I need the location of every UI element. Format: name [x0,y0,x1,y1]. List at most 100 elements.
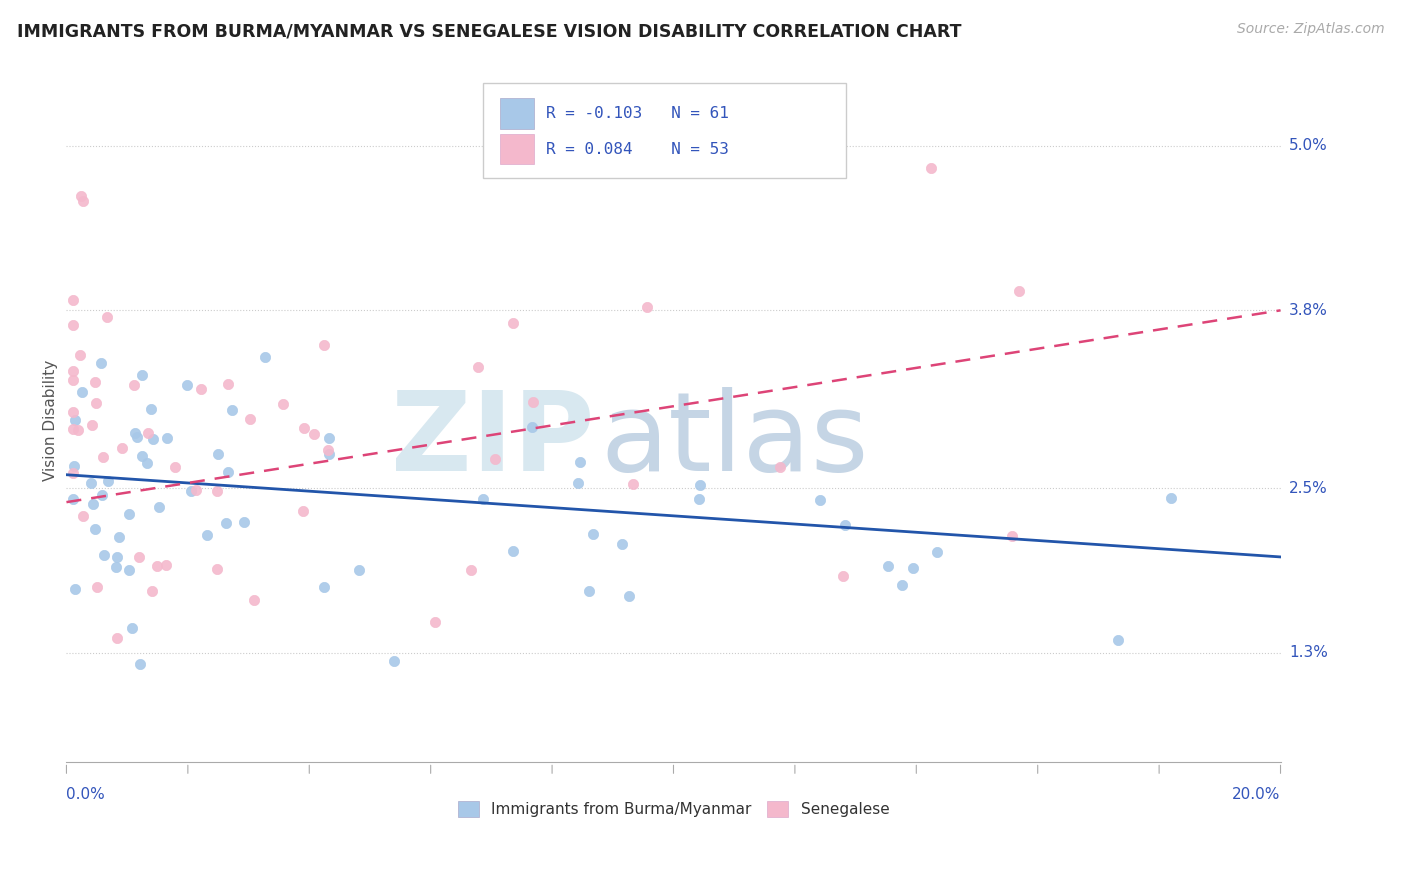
Point [832,569,855,583]
Point [97,474,120,488]
Point [205,561,228,575]
Point [176,377,198,392]
Point [90,488,112,502]
Text: 3.8%: 3.8% [1289,303,1327,318]
Point [292,503,315,517]
Point [254,350,277,364]
Point [63,582,86,597]
Point [62,373,84,387]
Point [131,449,153,463]
Point [72,508,94,523]
Point [70,384,93,399]
Text: 0.0%: 0.0% [66,788,105,803]
Point [186,483,208,498]
Text: 2.5%: 2.5% [1289,481,1327,496]
Point [93,548,115,562]
Point [292,420,315,434]
Point [105,631,128,645]
Point [84,396,107,410]
FancyBboxPatch shape [482,83,846,178]
Point [136,456,159,470]
Point [63,458,86,473]
Text: R = 0.084    N = 53: R = 0.084 N = 53 [546,142,728,157]
Point [84,522,107,536]
Point [467,360,489,375]
Point [121,621,143,635]
Text: ZIP: ZIP [391,387,595,494]
Point [62,318,84,332]
Point [217,465,239,479]
Point [80,476,103,491]
Point [207,447,229,461]
Point [82,497,104,511]
Point [582,527,605,541]
Point [271,397,294,411]
Point [834,518,856,533]
Point [567,476,589,491]
Point [131,368,153,382]
Text: atlas: atlas [600,387,869,494]
Point [769,459,792,474]
Point [876,558,898,573]
Point [72,194,94,208]
Point [136,426,159,441]
Point [522,395,544,409]
FancyBboxPatch shape [501,134,534,164]
Point [70,189,93,203]
Point [920,161,942,175]
Point [67,423,90,437]
Text: R = -0.103   N = 61: R = -0.103 N = 61 [546,106,728,121]
Point [312,337,335,351]
Point [502,544,524,558]
Point [127,429,149,443]
Point [808,492,831,507]
Point [302,427,325,442]
Point [128,550,150,565]
Y-axis label: Vision Disability: Vision Disability [44,359,58,481]
Point [1008,284,1031,298]
Point [105,550,128,565]
Point [1001,529,1024,543]
Point [205,483,228,498]
Point [382,654,405,668]
Point [610,537,633,551]
Point [520,420,543,434]
Point [484,452,506,467]
Point [217,377,239,392]
Point [180,484,202,499]
Point [165,459,187,474]
FancyBboxPatch shape [501,98,534,128]
Point [578,583,600,598]
Text: 20.0%: 20.0% [1232,788,1281,803]
Point [423,615,446,629]
Point [62,467,84,481]
Point [118,563,141,577]
Text: 1.3%: 1.3% [1289,645,1327,660]
Point [190,383,212,397]
Point [124,426,146,441]
Point [62,404,84,418]
Point [891,577,914,591]
Point [243,592,266,607]
Point [233,515,256,529]
Point [1160,491,1182,505]
Text: IMMIGRANTS FROM BURMA/MYANMAR VS SENEGALESE VISION DISABILITY CORRELATION CHART: IMMIGRANTS FROM BURMA/MYANMAR VS SENEGAL… [17,22,962,40]
Point [141,584,163,599]
Point [155,558,177,572]
Point [472,491,495,506]
Point [122,377,145,392]
Point [689,477,711,491]
Point [502,316,524,330]
Point [1107,632,1129,647]
Point [86,580,108,594]
Point [195,528,218,542]
Point [156,431,179,445]
Point [925,545,948,559]
Point [901,561,924,575]
Point [105,560,128,574]
Point [129,657,152,672]
Point [62,422,84,436]
Point [84,375,107,389]
Legend: Immigrants from Burma/Myanmar, Senegalese: Immigrants from Burma/Myanmar, Senegales… [451,795,896,823]
Point [636,300,658,314]
